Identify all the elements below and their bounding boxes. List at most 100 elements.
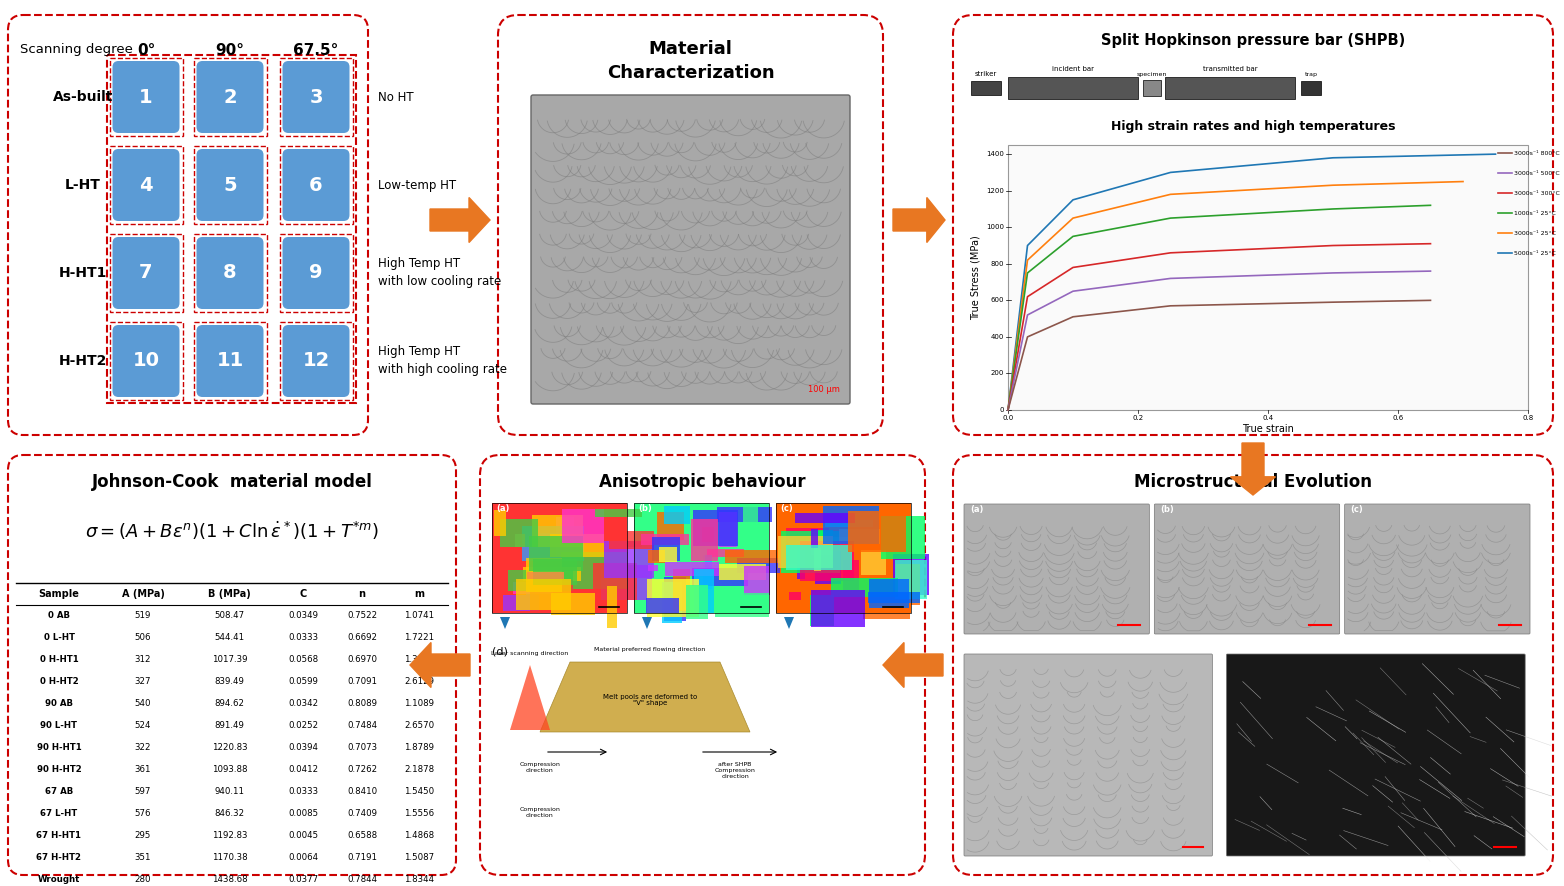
Text: 295: 295	[135, 831, 152, 841]
Bar	[971, 81, 1001, 95]
Text: specimen: specimen	[1137, 72, 1167, 77]
Text: 10: 10	[133, 352, 160, 370]
Polygon shape	[500, 617, 510, 629]
Polygon shape	[540, 662, 751, 732]
Bar	[280, 146, 352, 224]
Bar	[795, 513, 854, 524]
Text: (b): (b)	[1160, 505, 1175, 514]
Text: 0.0252: 0.0252	[288, 721, 317, 730]
Bar	[823, 506, 879, 544]
Text: 0 H-HT2: 0 H-HT2	[39, 678, 78, 687]
Bar	[561, 551, 629, 589]
Text: 894.62: 894.62	[214, 700, 244, 709]
FancyBboxPatch shape	[963, 654, 1212, 856]
Text: 351: 351	[135, 853, 152, 862]
Bar	[494, 510, 507, 536]
Text: 5: 5	[224, 175, 236, 195]
Text: 327: 327	[135, 678, 152, 687]
Text: 0.8410: 0.8410	[347, 788, 377, 797]
Bar	[540, 533, 560, 548]
Text: High Temp HT
with low cooling rate: High Temp HT with low cooling rate	[378, 258, 500, 289]
Text: 1.3929: 1.3929	[404, 656, 433, 664]
Text: m: m	[414, 589, 424, 599]
Bar	[601, 564, 652, 601]
Text: 0.0342: 0.0342	[288, 700, 317, 709]
Polygon shape	[641, 617, 652, 629]
Bar	[673, 569, 690, 610]
FancyBboxPatch shape	[1345, 504, 1530, 634]
Text: 0.6588: 0.6588	[347, 831, 377, 841]
Bar	[691, 519, 718, 562]
Bar	[780, 532, 840, 573]
Bar	[848, 511, 906, 551]
Text: 1400: 1400	[987, 152, 1004, 157]
Bar	[515, 533, 526, 547]
Bar	[658, 547, 677, 562]
Text: 1170.38: 1170.38	[211, 853, 247, 862]
Text: 0: 0	[999, 407, 1004, 413]
Text: As-built: As-built	[53, 90, 113, 104]
FancyBboxPatch shape	[1226, 654, 1525, 856]
FancyBboxPatch shape	[283, 149, 349, 221]
Bar	[665, 506, 690, 524]
Text: 0.0333: 0.0333	[288, 788, 317, 797]
Bar	[526, 585, 535, 595]
Bar	[810, 530, 834, 556]
Bar	[815, 548, 821, 571]
Bar	[593, 563, 637, 600]
Bar	[662, 582, 682, 623]
Bar	[719, 564, 766, 580]
Text: 3000s⁻¹ 500°C: 3000s⁻¹ 500°C	[1514, 170, 1559, 175]
Text: 1000: 1000	[985, 224, 1004, 230]
Bar	[798, 545, 805, 579]
Text: 280: 280	[135, 875, 152, 884]
Bar	[812, 529, 818, 548]
Text: 5000s⁻¹ 25°C: 5000s⁻¹ 25°C	[1514, 251, 1556, 255]
Bar	[647, 579, 699, 617]
Bar	[702, 555, 712, 589]
FancyBboxPatch shape	[113, 61, 180, 133]
FancyBboxPatch shape	[8, 15, 368, 435]
Text: 67 H-HT2: 67 H-HT2	[36, 853, 81, 862]
FancyBboxPatch shape	[197, 325, 263, 397]
Text: 0.2: 0.2	[1132, 415, 1143, 421]
FancyArrow shape	[1231, 443, 1276, 495]
Text: High strain rates and high temperatures: High strain rates and high temperatures	[1110, 120, 1395, 133]
FancyArrow shape	[410, 642, 471, 688]
Bar	[109, 58, 183, 136]
Bar	[596, 509, 641, 517]
Bar	[838, 529, 881, 544]
Bar	[881, 517, 926, 559]
Bar	[194, 234, 266, 312]
Bar	[641, 533, 688, 545]
Text: 67 L-HT: 67 L-HT	[41, 810, 78, 819]
FancyArrow shape	[884, 642, 943, 688]
Text: (d): (d)	[493, 647, 508, 657]
Text: striker: striker	[974, 71, 998, 77]
Text: 540: 540	[135, 700, 152, 709]
Text: 0.7484: 0.7484	[347, 721, 377, 730]
Bar	[785, 545, 852, 571]
Text: 1000s⁻¹ 25°C: 1000s⁻¹ 25°C	[1514, 211, 1556, 215]
Text: 0.7522: 0.7522	[347, 611, 377, 620]
Text: 0.8089: 0.8089	[347, 700, 377, 709]
Bar	[493, 503, 627, 613]
Bar	[870, 579, 909, 609]
Text: 0 AB: 0 AB	[48, 611, 70, 620]
Text: 800: 800	[990, 260, 1004, 267]
Bar	[493, 503, 627, 613]
Bar	[743, 505, 759, 548]
Bar	[896, 564, 920, 605]
Text: 1.0741: 1.0741	[404, 611, 435, 620]
Text: (a): (a)	[496, 504, 510, 513]
Text: 1.5450: 1.5450	[404, 788, 435, 797]
Text: 8: 8	[224, 263, 236, 283]
Text: 544.41: 544.41	[214, 633, 244, 642]
Text: Wrought: Wrought	[38, 875, 80, 884]
FancyBboxPatch shape	[197, 237, 263, 309]
Text: 361: 361	[135, 766, 152, 774]
Polygon shape	[784, 617, 795, 629]
Bar	[715, 594, 769, 618]
Text: 846.32: 846.32	[214, 810, 244, 819]
Bar	[810, 595, 834, 626]
